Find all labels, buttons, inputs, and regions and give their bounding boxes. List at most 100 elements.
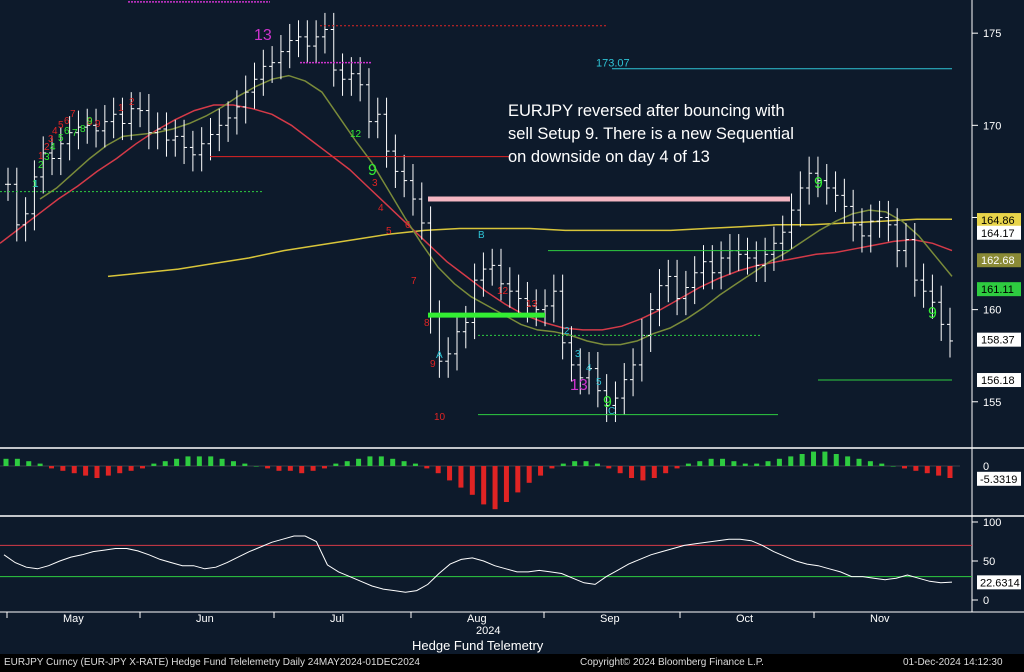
- setup-count-red: 2: [44, 142, 50, 153]
- setup-count-red: 5: [386, 226, 392, 237]
- price-bar: [480, 252, 487, 297]
- oscillator-bar: [48, 466, 54, 469]
- price-tick-label: 175: [983, 28, 1001, 40]
- setup-count-red: 4: [378, 203, 384, 214]
- price-bar: [612, 381, 619, 423]
- price-tag-box: [977, 282, 1021, 297]
- price-bar: [471, 263, 478, 340]
- setup-nine-jul: 9: [368, 162, 377, 179]
- price-bar: [392, 134, 399, 188]
- level-label-173: 173.07: [596, 58, 630, 70]
- price-bar: [867, 204, 874, 253]
- price-tag-text: 156.18: [981, 375, 1015, 387]
- setup-count-red: 8: [424, 318, 430, 329]
- price-bar: [542, 289, 549, 327]
- oscillator-bar: [822, 451, 828, 466]
- setup-count-red: 13: [526, 299, 538, 310]
- oscillator-bar: [708, 458, 714, 466]
- price-bar: [137, 92, 144, 128]
- price-tag-box: [977, 225, 1021, 240]
- setup-count-cyan: A: [436, 350, 443, 361]
- price-bar: [594, 352, 601, 408]
- oscillator-bar: [401, 461, 407, 466]
- price-bar: [49, 136, 56, 176]
- oscillator-bar: [276, 466, 282, 471]
- setup-count-red: 6: [405, 220, 411, 231]
- price-bar: [682, 270, 689, 316]
- oscillator-bar: [583, 461, 589, 466]
- month-label: Oct: [736, 613, 753, 625]
- price-bar: [163, 112, 170, 157]
- price-bar: [700, 245, 707, 290]
- price-bar: [876, 200, 883, 238]
- price-tag-box: [977, 373, 1021, 388]
- oscillator-bar: [788, 456, 794, 466]
- price-tag: 164.17: [977, 225, 1021, 240]
- price-bar: [462, 305, 469, 349]
- oscillator-bar: [208, 456, 214, 466]
- price-bar: [189, 130, 196, 172]
- price-bar: [286, 23, 293, 69]
- month-label: Sep: [600, 613, 620, 625]
- price-bar: [269, 46, 276, 83]
- price-bar: [198, 127, 205, 172]
- price-bar: [506, 267, 513, 308]
- price-bar: [22, 197, 29, 242]
- oscillator-bar: [60, 466, 66, 471]
- sequential-13-sep: 13: [570, 377, 588, 394]
- oscillator-bar: [754, 463, 760, 466]
- price-tag: 156.18: [977, 373, 1021, 388]
- oscillator-bar: [594, 463, 600, 466]
- price-bar: [295, 20, 302, 58]
- price-bar: [902, 223, 909, 268]
- short-moving-average: [39, 74, 953, 346]
- oscillator-bar: [685, 463, 691, 466]
- setup-count-red: 6: [64, 116, 70, 127]
- price-bar: [550, 274, 557, 323]
- price-bar: [770, 226, 777, 271]
- oscillator-bar: [162, 461, 168, 466]
- setup-count-green: 12: [350, 129, 362, 140]
- oscillator-bar: [481, 466, 487, 505]
- setup-count-cyan: C: [608, 406, 615, 417]
- setup-count-red: 3: [372, 178, 378, 189]
- oscillator-bar: [185, 456, 191, 466]
- price-bar: [858, 208, 865, 253]
- setup-count-red: 1: [38, 151, 44, 162]
- price-bar: [911, 223, 918, 297]
- price-bar: [330, 12, 337, 87]
- price-bar: [814, 156, 821, 198]
- price-bar: [321, 12, 328, 54]
- oscillator-bar: [549, 466, 555, 469]
- oscillator-bar: [538, 466, 544, 476]
- month-label: Jun: [196, 613, 214, 625]
- price-tag: 164.86: [977, 213, 1021, 228]
- oscillator-bar: [83, 466, 89, 476]
- price-bar: [929, 274, 936, 319]
- price-tag-text: 162.68: [981, 255, 1015, 267]
- setup-count-green: 7: [72, 128, 78, 139]
- setup-count-cyan: 1: [33, 179, 39, 190]
- price-bar: [260, 49, 267, 96]
- price-bar: [348, 57, 355, 96]
- oscillator-bar: [310, 466, 316, 471]
- oscillator-tag-text: -5.3319: [980, 474, 1017, 486]
- momentum-tag-box: [977, 575, 1021, 590]
- price-bar: [365, 68, 372, 139]
- footer-instrument: EURJPY Curncy (EUR-JPY X-RATE) Hedge Fun…: [4, 657, 420, 668]
- price-bar: [40, 136, 47, 194]
- long-moving-average: [107, 218, 952, 278]
- setup-count-cyan: 5: [596, 377, 602, 388]
- price-bar: [31, 160, 38, 231]
- price-tag: 158.37: [977, 332, 1021, 347]
- price-bar: [665, 259, 672, 303]
- oscillator-bar: [151, 463, 157, 466]
- setup-count-red: 12: [497, 286, 509, 297]
- price-bar: [638, 318, 645, 382]
- price-bar: [5, 167, 11, 201]
- price-bar: [93, 108, 100, 148]
- oscillator-bar: [867, 461, 873, 466]
- setup-count-cyan: B: [478, 230, 485, 241]
- price-bar: [841, 178, 848, 223]
